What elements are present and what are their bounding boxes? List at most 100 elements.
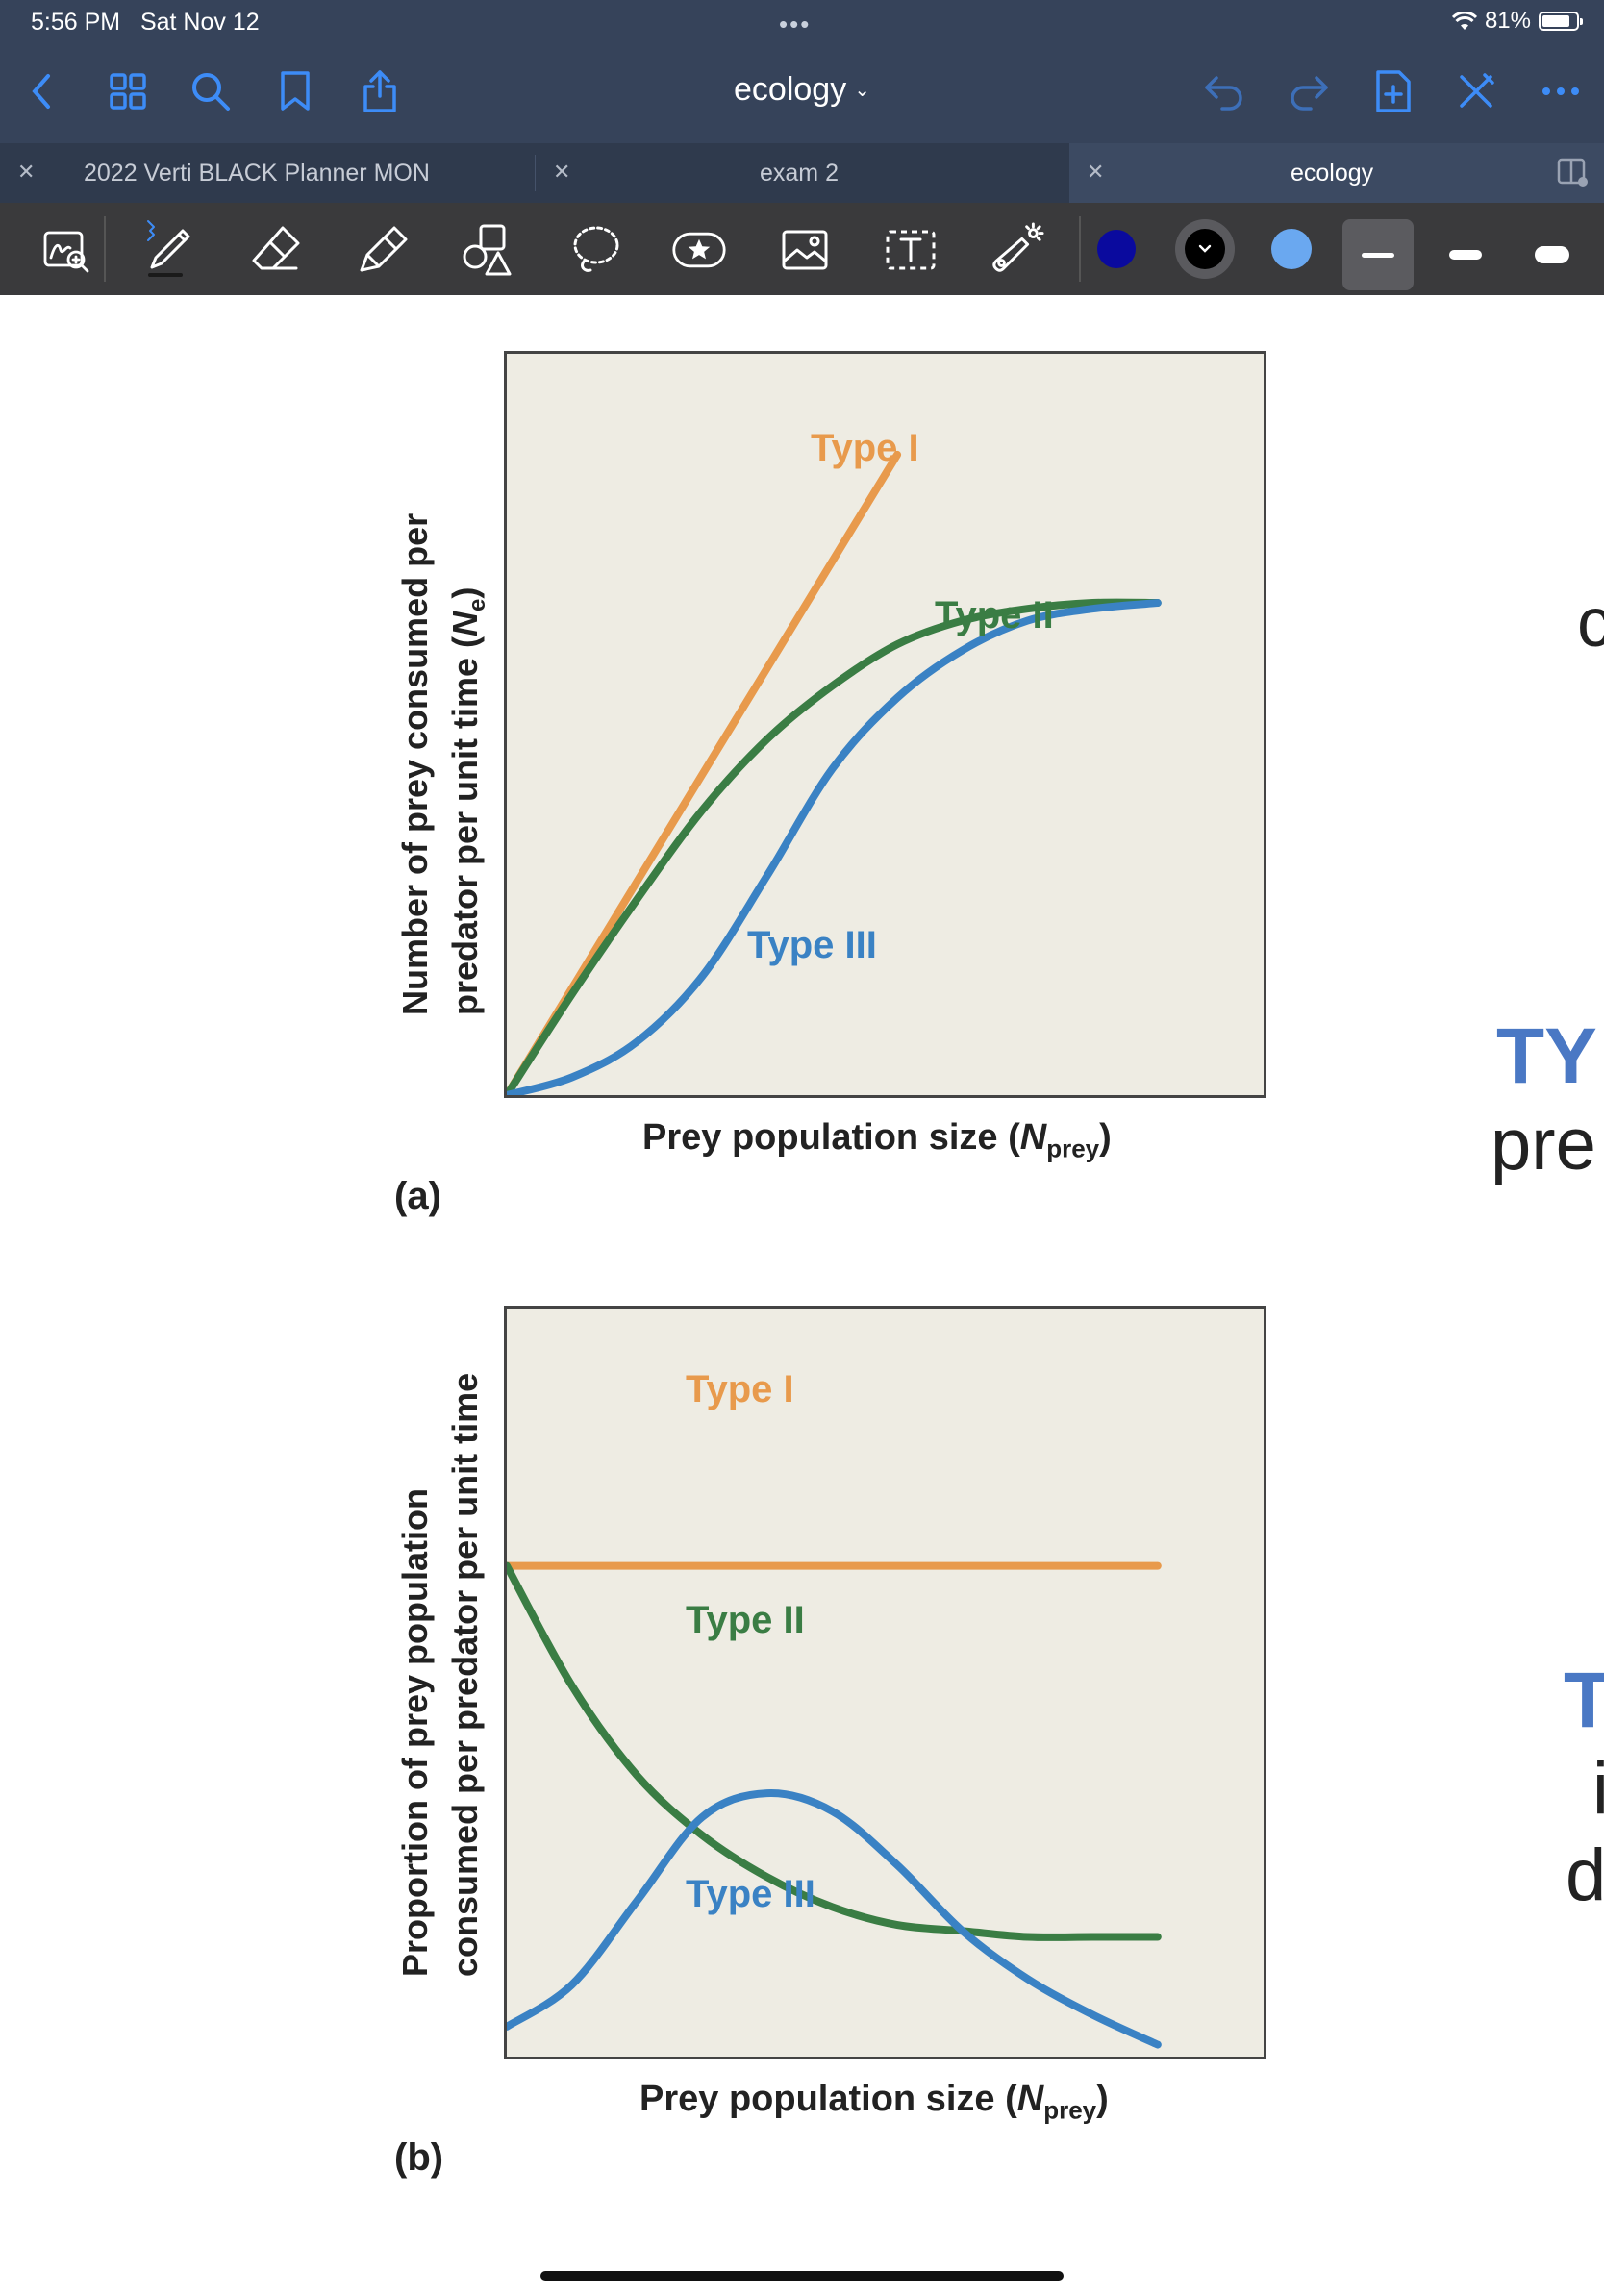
tab-divider [535, 155, 536, 191]
notebook-title-menu[interactable]: ecology ⌄ [673, 71, 931, 109]
series-line-type-ii [507, 598, 1162, 1095]
back-button[interactable] [13, 63, 69, 119]
shapes-icon [463, 224, 512, 276]
tab-exam-2[interactable]: ✕ exam 2 [536, 143, 1069, 203]
thin-stroke-icon [1362, 252, 1394, 258]
date: Sat Nov 12 [139, 9, 260, 36]
x-axis-label-close: ) [1099, 1117, 1112, 1158]
split-view-icon[interactable] [1556, 157, 1591, 189]
ellipsis-icon [1542, 87, 1579, 95]
thick-stroke-icon [1535, 246, 1569, 263]
shapes-tool[interactable] [460, 222, 515, 278]
zoom-lasso-icon [43, 231, 89, 273]
y-axis-label-subscript: e [464, 598, 491, 611]
y-axis-label-line-2: predator per unit time (Ne) [440, 513, 503, 1015]
medium-stroke-icon [1449, 250, 1482, 260]
sticker-tool[interactable] [671, 222, 727, 278]
zoom-window-tool[interactable] [38, 222, 94, 278]
chevron-down-icon [1198, 244, 1212, 253]
color-swatch-black-selected[interactable] [1175, 219, 1235, 279]
multitasking-dots-icon[interactable]: ••• [779, 10, 812, 38]
stroke-thick-button[interactable] [1516, 219, 1588, 290]
wifi-icon [1451, 12, 1477, 30]
text-box-icon [886, 230, 936, 270]
stroke-thin-button[interactable] [1342, 219, 1414, 290]
close-tools-button[interactable] [1448, 63, 1504, 119]
notebook-title: ecology [734, 71, 847, 108]
close-tab-icon[interactable]: ✕ [1087, 160, 1105, 184]
bookmark-icon [281, 71, 310, 111]
plot-area-b: Type I Type II Type III [504, 1306, 1266, 2059]
lasso-icon [573, 226, 619, 272]
home-indicator[interactable] [540, 2271, 1064, 2281]
image-icon [782, 230, 828, 270]
drawing-toolbar [0, 203, 1604, 295]
highlighter-icon [360, 226, 408, 272]
more-button[interactable] [1533, 63, 1589, 119]
curve-label-type-i: Type I [811, 427, 919, 469]
status-indicators: 81% [1451, 8, 1583, 35]
tab-bar: ✕ 2022 Verti BLACK Planner MON ✕ exam 2 … [0, 143, 1604, 203]
undo-button[interactable] [1196, 63, 1252, 119]
curve-label-type-iii: Type III [686, 1873, 815, 1915]
note-page[interactable]: Type I Type II Type III Number of prey con… [0, 295, 1604, 2296]
stroke-medium-button[interactable] [1430, 219, 1501, 290]
add-page-icon [1376, 70, 1411, 112]
series-line-type-ii [507, 1561, 1162, 1941]
lasso-tool[interactable] [567, 222, 623, 278]
eraser-tool[interactable] [248, 222, 304, 278]
side-note-fragment: c [1577, 585, 1604, 661]
toolbar-divider [1079, 216, 1081, 282]
close-tab-icon[interactable]: ✕ [17, 160, 36, 184]
curve-label-type-iii: Type III [747, 924, 877, 966]
x-axis-label-subscript: prey [1046, 1134, 1100, 1163]
chevron-down-icon: ⌄ [854, 80, 870, 101]
side-note-fragment: TY [1496, 1012, 1597, 1100]
pen-tool[interactable] [140, 220, 196, 278]
thumbnails-button[interactable] [100, 63, 156, 119]
side-note-fragment: pre [1491, 1104, 1596, 1185]
pen-icon [147, 220, 190, 277]
laser-pointer-icon [992, 222, 1044, 272]
tab-label: exam 2 [760, 160, 839, 187]
bookmark-button[interactable] [267, 63, 323, 119]
y-axis-label-line-1: Number of prey consumed per [395, 512, 435, 1015]
tab-ecology[interactable]: ✕ ecology [1069, 143, 1604, 203]
pen-off-icon [1460, 73, 1494, 108]
curve-label-type-ii: Type II [935, 594, 1054, 636]
image-tool[interactable] [777, 222, 833, 278]
y-axis-label-b: Proportion of prey population consumed p… [390, 1373, 490, 1977]
y-axis-label-text: predator per unit time ( [445, 636, 485, 1015]
chevron-left-icon [32, 74, 50, 109]
redo-button[interactable] [1281, 63, 1337, 119]
x-axis-label-subscript: prey [1043, 2095, 1097, 2125]
highlighter-tool[interactable] [356, 222, 412, 278]
toolbar-divider [104, 216, 106, 282]
color-swatch-dark-blue[interactable] [1097, 230, 1136, 268]
side-note-fragment: T [1564, 1657, 1604, 1744]
x-axis-label-a: Prey population size (Nprey) [642, 1117, 1112, 1164]
text-tool[interactable] [883, 222, 939, 278]
functional-response-figure: Type I Type II Type III Number of prey con… [365, 295, 1327, 2218]
y-axis-label-line-1: Proportion of prey population [395, 1488, 435, 1977]
laser-pointer-tool[interactable] [989, 222, 1044, 278]
y-axis-label-line-2: consumed per predator per unit time [445, 1372, 485, 1977]
add-page-button[interactable] [1366, 63, 1421, 119]
battery-percent: 81% [1484, 8, 1531, 34]
side-note-fragment: i [1592, 1748, 1604, 1830]
search-button[interactable] [183, 63, 238, 119]
status-time: 5:56 PM Sat Nov 12 [31, 9, 260, 37]
share-button[interactable] [352, 63, 408, 119]
x-axis-label-symbol: N [1016, 2079, 1044, 2119]
color-swatch-light-blue[interactable] [1271, 229, 1312, 269]
tab-planner[interactable]: ✕ 2022 Verti BLACK Planner MON [0, 143, 535, 203]
selected-color [1185, 229, 1225, 269]
curve-label-type-i: Type I [686, 1368, 794, 1410]
share-icon [363, 70, 396, 112]
y-axis-label-close: ) [445, 586, 485, 599]
series-line-type-iii [507, 1789, 1162, 2049]
close-tab-icon[interactable]: ✕ [553, 160, 571, 184]
plot-area-a: Type I Type II Type III [504, 351, 1266, 1098]
battery-icon [1539, 12, 1583, 31]
top-bar: 5:56 PM Sat Nov 12 ••• 81% [0, 0, 1604, 143]
